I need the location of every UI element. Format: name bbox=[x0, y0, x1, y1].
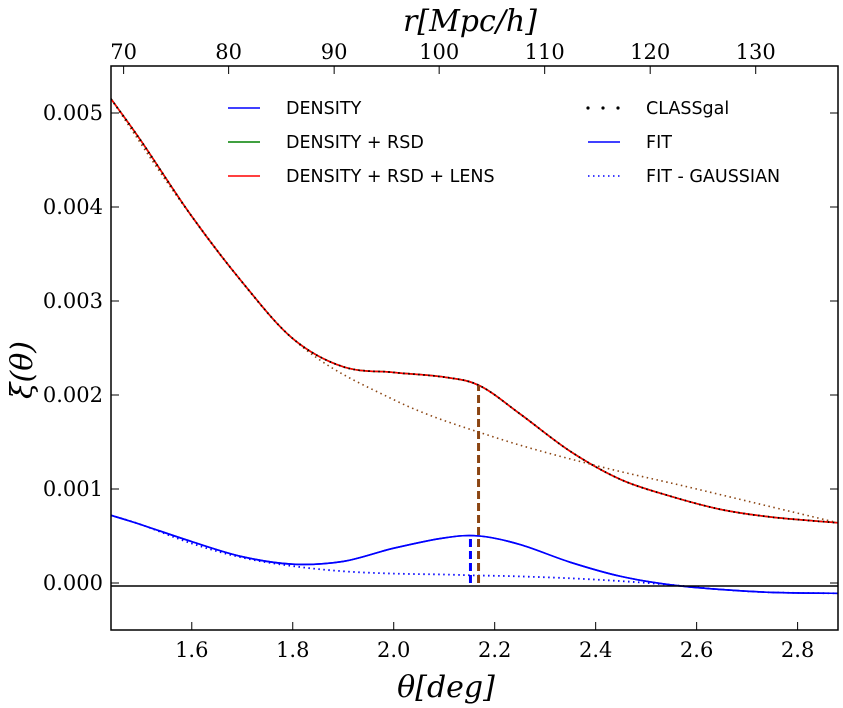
y-tick-label: 0.003 bbox=[43, 289, 103, 313]
x-axis-label: θ[deg] bbox=[397, 670, 495, 705]
series-line-density-rsd-lens bbox=[111, 98, 838, 524]
x-tick-label: 2.6 bbox=[680, 638, 713, 662]
top-x-tick-label: 80 bbox=[215, 40, 242, 64]
legend-label: DENSITY + RSD + LENS bbox=[286, 167, 495, 187]
y-tick-label: 0.005 bbox=[43, 101, 103, 125]
top-x-axis-label: r[Mpc/h] bbox=[403, 4, 537, 39]
tick-labels: 1.6 1.8 2.0 2.2 2.4 2.6 2.8 0.000 0.001 0.002 0.00… bbox=[43, 40, 814, 662]
top-x-tick-label: 90 bbox=[321, 40, 348, 64]
x-tick-label: 2.2 bbox=[478, 638, 511, 662]
legend-label: DENSITY bbox=[286, 99, 362, 119]
y-tick-label: 0.002 bbox=[43, 383, 103, 407]
top-x-tick-label: 130 bbox=[736, 40, 776, 64]
x-tick-label: 2.8 bbox=[781, 638, 814, 662]
y-tick-label: 0.000 bbox=[43, 571, 103, 595]
top-x-tick-label: 120 bbox=[630, 40, 670, 64]
legend-swatch bbox=[586, 106, 590, 110]
legend-label: FIT - GAUSSIAN bbox=[646, 167, 780, 187]
y-tick-label: 0.004 bbox=[43, 195, 103, 219]
plot-frame bbox=[110, 65, 839, 631]
top-x-tick-label: 110 bbox=[525, 40, 565, 64]
series-line-fit-gaussian bbox=[111, 514, 838, 595]
x-tick-label: 1.8 bbox=[276, 638, 309, 662]
series-line-density-rsd bbox=[111, 98, 838, 524]
x-tick-label: 1.6 bbox=[175, 638, 208, 662]
top-x-tick-label: 100 bbox=[419, 40, 459, 64]
extra-curve-0 bbox=[111, 98, 838, 524]
x-tick-label: 2.0 bbox=[377, 638, 410, 662]
tick-marks bbox=[111, 66, 838, 630]
legend-label: CLASSgal bbox=[646, 99, 729, 119]
legend: DENSITY DENSITY + RSD DENSITY + RSD + LENS… bbox=[228, 99, 780, 187]
legend-label: FIT bbox=[646, 133, 672, 153]
x-tick-label: 2.4 bbox=[579, 638, 612, 662]
plot-curves bbox=[111, 98, 838, 595]
legend-swatch bbox=[616, 106, 620, 110]
legend-label: DENSITY + RSD bbox=[286, 133, 424, 153]
peak-markers bbox=[468, 385, 481, 583]
series-line-density bbox=[111, 514, 838, 595]
series-line-fit bbox=[111, 514, 838, 595]
top-x-tick-label: 70 bbox=[110, 40, 137, 64]
legend-swatch bbox=[601, 106, 605, 110]
y-axis-label: ξ(θ) bbox=[5, 341, 40, 399]
y-tick-label: 0.001 bbox=[43, 477, 103, 501]
series-line-classgal bbox=[111, 98, 838, 524]
